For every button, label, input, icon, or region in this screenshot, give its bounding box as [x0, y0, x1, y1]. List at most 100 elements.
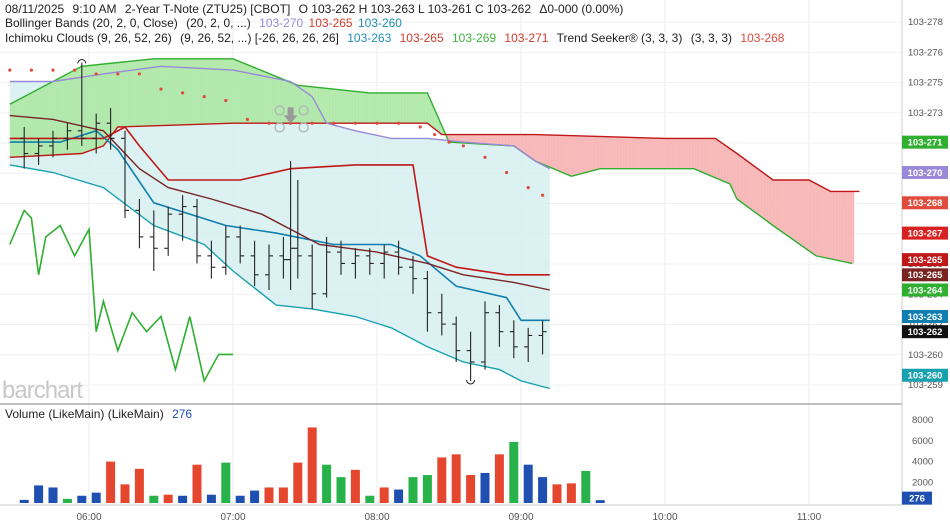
volume-bar[interactable] [336, 477, 346, 503]
volume-bar[interactable] [235, 495, 245, 503]
volume-bar[interactable] [494, 454, 504, 503]
cloud-segment [611, 136, 616, 169]
volume-bar[interactable] [509, 441, 519, 503]
ohlc-bar[interactable] [265, 244, 273, 290]
volume-bar[interactable] [77, 495, 87, 503]
cloud-segment [830, 191, 835, 260]
volume-bar[interactable] [19, 499, 29, 503]
ohlc-bar[interactable] [524, 327, 533, 362]
volume-bar[interactable] [408, 477, 418, 503]
volume-bar[interactable] [48, 487, 58, 503]
time-tick-label: 11:00 [797, 512, 822, 523]
ohlc-bar[interactable] [308, 244, 317, 309]
cloud-segment [248, 65, 253, 124]
ohlc-bar[interactable] [437, 293, 446, 336]
cloud-segment [680, 138, 685, 169]
volume-bar[interactable] [264, 487, 274, 503]
volume-bar[interactable] [149, 495, 159, 503]
ohlc-bar[interactable] [365, 248, 374, 275]
volume-bar[interactable] [538, 477, 548, 503]
cloud-segment [496, 134, 500, 146]
volume-bar[interactable] [34, 485, 44, 503]
volume-bar[interactable] [106, 461, 116, 503]
ohlc-bar[interactable] [495, 305, 504, 347]
bollinger-legend[interactable]: Bollinger Bands (20, 2, 0, Close) (20, 2… [5, 16, 407, 30]
volume-bar[interactable] [278, 487, 288, 503]
volume-bar[interactable] [350, 469, 360, 503]
ohlc-bar[interactable] [193, 199, 201, 264]
ohlc-bar[interactable] [20, 126, 29, 169]
ohlc-bar[interactable] [49, 130, 57, 158]
ohlc-bar[interactable] [481, 301, 489, 370]
ohlc-bar[interactable] [322, 236, 331, 298]
volume-bar[interactable] [566, 483, 576, 503]
ohlc-bar[interactable] [236, 225, 245, 264]
volume-bar[interactable] [91, 492, 101, 503]
volume-bar[interactable] [293, 462, 303, 503]
drawing-handle-icon[interactable] [274, 105, 309, 133]
volume-bar[interactable] [62, 498, 72, 503]
ohlc-bar[interactable] [423, 271, 432, 332]
cloud-segment [211, 58, 215, 124]
ohlc-bar[interactable] [351, 248, 360, 279]
trend-seeker-dot [375, 121, 379, 125]
ohlc-bar[interactable] [250, 240, 259, 287]
volume-bar[interactable] [437, 457, 447, 503]
volume-bar[interactable] [466, 475, 476, 503]
time-axis[interactable]: 06:00 07:00 08:00 09:00 10:00 11:00 [76, 512, 821, 523]
ohlc-bar[interactable] [409, 255, 417, 294]
ohlc-bar[interactable] [337, 240, 345, 275]
volume-bar[interactable] [322, 464, 332, 503]
ohlc-bar[interactable] [149, 210, 158, 272]
ohlc-bar[interactable] [221, 225, 230, 275]
volume-bar[interactable] [379, 487, 389, 503]
ohlc-bar[interactable] [538, 320, 547, 355]
price-badge-label: 103-265 [908, 255, 944, 266]
ohlc-bar[interactable] [34, 138, 43, 165]
cloud-segment [608, 136, 613, 169]
volume-bar[interactable] [365, 495, 375, 503]
ohlc-bar[interactable] [394, 240, 403, 275]
ohlc-bar[interactable] [509, 320, 518, 359]
volume-bar[interactable] [307, 427, 317, 503]
volume-bar[interactable] [523, 464, 533, 503]
ohlc-bar[interactable] [121, 130, 129, 218]
trend-seeker-value: 103-268 [740, 31, 785, 45]
ohlc-bar[interactable] [293, 180, 302, 279]
volume-bar[interactable] [250, 490, 260, 503]
ohlc-bar[interactable] [178, 195, 187, 241]
volume-bar[interactable] [221, 462, 231, 503]
volume-bar[interactable] [480, 472, 490, 503]
volume-bar[interactable] [163, 494, 173, 503]
cloud-segment [787, 180, 791, 238]
ohlc-bar[interactable] [466, 331, 475, 381]
volume-bar[interactable] [120, 484, 130, 503]
cloud-segment [470, 134, 475, 144]
volume-bar[interactable] [134, 468, 144, 503]
volume-bar[interactable] [394, 489, 404, 503]
volume-axis[interactable]: 8000 6000 4000 2000 [912, 415, 933, 488]
ohlc-bar[interactable] [63, 123, 72, 150]
volume-bar[interactable] [192, 464, 202, 503]
ohlc-bar[interactable] [135, 199, 144, 249]
volume-bar[interactable] [581, 470, 591, 503]
ichimoku-legend[interactable]: Ichimoku Clouds (9, 26, 52, 26) (9, 26, … [5, 31, 789, 45]
volume-bar[interactable] [451, 454, 461, 503]
ohlc-bar[interactable] [164, 206, 173, 256]
volume-bar[interactable] [178, 495, 188, 503]
bollinger-upper-line [9, 65, 551, 170]
ohlc-bar[interactable] [77, 62, 86, 146]
ohlc-bar[interactable] [207, 240, 216, 279]
ohlc-bar[interactable] [92, 113, 101, 154]
cloud-segment [260, 69, 264, 124]
volume-bar[interactable] [422, 475, 432, 503]
ohlc-bar[interactable] [106, 108, 115, 150]
cloud-segment [415, 92, 420, 124]
volume-legend[interactable]: Volume (LikeMain) (LikeMain) 276 [5, 407, 197, 421]
volume-bar[interactable] [206, 494, 216, 503]
volume-bar[interactable] [595, 500, 605, 503]
ohlc-bar[interactable] [380, 244, 389, 279]
volume-bar[interactable] [552, 484, 562, 503]
ohlc-bar[interactable] [452, 316, 461, 362]
